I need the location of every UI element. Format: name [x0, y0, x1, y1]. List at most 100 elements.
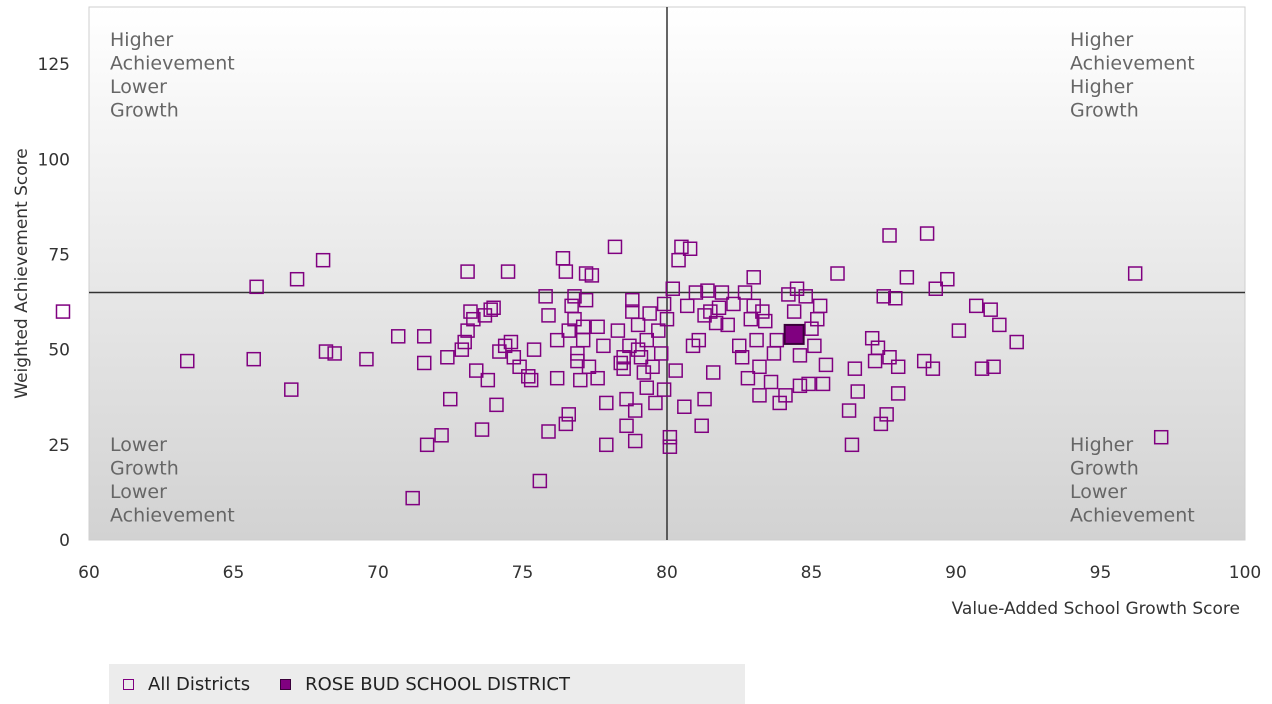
district-point[interactable] [778, 388, 793, 403]
district-point[interactable] [758, 313, 773, 329]
district-point[interactable] [815, 376, 831, 392]
district-point[interactable] [992, 317, 1007, 333]
district-point[interactable] [668, 363, 683, 378]
district-point[interactable] [653, 346, 669, 361]
district-point[interactable] [792, 378, 808, 394]
district-point[interactable] [575, 332, 591, 348]
district-point[interactable] [951, 323, 967, 338]
district-point[interactable] [925, 361, 941, 376]
district-point[interactable] [419, 437, 435, 453]
district-point[interactable] [749, 332, 764, 348]
district-point[interactable] [318, 344, 334, 359]
district-point[interactable] [763, 374, 779, 390]
district-point[interactable] [841, 403, 857, 418]
district-point[interactable] [622, 338, 637, 354]
district-point[interactable] [691, 332, 707, 348]
district-point[interactable] [888, 290, 903, 306]
district-point[interactable] [656, 382, 672, 397]
district-point[interactable] [899, 270, 915, 285]
district-point[interactable] [567, 311, 582, 327]
district-point[interactable] [180, 353, 195, 369]
district-point[interactable] [786, 304, 802, 319]
district-point[interactable] [732, 338, 747, 354]
district-point[interactable] [645, 359, 660, 375]
district-point[interactable] [714, 285, 730, 300]
district-point[interactable] [443, 391, 458, 407]
district-point[interactable] [639, 332, 655, 348]
district-point[interactable] [55, 304, 71, 319]
district-point[interactable] [847, 361, 863, 376]
district-point[interactable] [708, 315, 724, 331]
district-point[interactable] [876, 289, 891, 304]
district-point[interactable] [705, 365, 721, 380]
district-point[interactable] [648, 395, 663, 411]
district-point[interactable] [940, 271, 955, 287]
district-point[interactable] [616, 361, 631, 376]
district-point[interactable] [919, 226, 935, 241]
district-point[interactable] [662, 439, 678, 454]
legend-item-highlight[interactable]: ROSE BUD SCHOOL DISTRICT [280, 674, 570, 695]
district-point[interactable] [460, 264, 475, 279]
district-point[interactable] [599, 395, 614, 411]
district-point[interactable] [474, 422, 490, 437]
district-point[interactable] [590, 370, 605, 386]
district-point[interactable] [890, 386, 906, 401]
district-point[interactable] [720, 317, 735, 333]
district-point[interactable] [483, 302, 498, 317]
district-point[interactable] [463, 304, 478, 319]
district-point[interactable] [734, 350, 750, 365]
district-point[interactable] [752, 388, 767, 403]
district-point[interactable] [882, 228, 897, 243]
district-point[interactable] [512, 359, 527, 375]
district-point[interactable] [801, 376, 816, 392]
district-point[interactable] [613, 355, 629, 371]
district-point[interactable] [610, 323, 626, 338]
district-point[interactable] [659, 311, 675, 327]
district-point[interactable] [434, 428, 449, 443]
district-point[interactable] [682, 241, 698, 257]
district-point[interactable] [737, 285, 753, 300]
district-point[interactable] [578, 292, 594, 308]
district-point[interactable] [700, 283, 715, 298]
district-point[interactable] [1153, 429, 1169, 445]
district-point[interactable] [627, 433, 643, 449]
district-point[interactable] [469, 363, 484, 378]
district-point[interactable] [711, 300, 727, 316]
district-point[interactable] [642, 306, 657, 321]
district-point[interactable] [561, 407, 576, 422]
district-point[interactable] [541, 308, 556, 323]
district-point[interactable] [315, 252, 331, 268]
district-point[interactable] [541, 424, 556, 439]
district-point[interactable] [627, 403, 643, 418]
district-point[interactable] [489, 397, 504, 413]
district-point[interactable] [986, 359, 1001, 375]
district-point[interactable] [523, 372, 539, 388]
district-point[interactable] [249, 279, 264, 295]
district-point[interactable] [416, 355, 432, 371]
district-point[interactable] [792, 348, 808, 363]
district-point[interactable] [679, 298, 695, 314]
district-point[interactable] [850, 384, 865, 399]
district-point[interactable] [570, 353, 585, 369]
district-point[interactable] [327, 346, 342, 361]
district-point[interactable] [818, 357, 834, 373]
district-point[interactable] [549, 370, 565, 386]
district-point[interactable] [558, 264, 574, 279]
district-point[interactable] [688, 285, 704, 300]
district-point[interactable] [697, 391, 712, 407]
district-point[interactable] [916, 353, 932, 369]
district-point[interactable] [573, 372, 588, 388]
district-point[interactable] [755, 304, 770, 319]
district-point[interactable] [558, 416, 574, 432]
district-point[interactable] [639, 380, 655, 395]
district-point[interactable] [466, 311, 481, 327]
district-point[interactable] [633, 350, 649, 365]
district-point[interactable] [769, 332, 785, 348]
district-point[interactable] [440, 350, 455, 365]
district-point[interactable] [882, 350, 897, 365]
district-point[interactable] [607, 239, 623, 255]
district-point[interactable] [1009, 334, 1024, 350]
district-point[interactable] [651, 323, 666, 338]
district-point[interactable] [526, 342, 542, 357]
district-point[interactable] [359, 351, 374, 367]
